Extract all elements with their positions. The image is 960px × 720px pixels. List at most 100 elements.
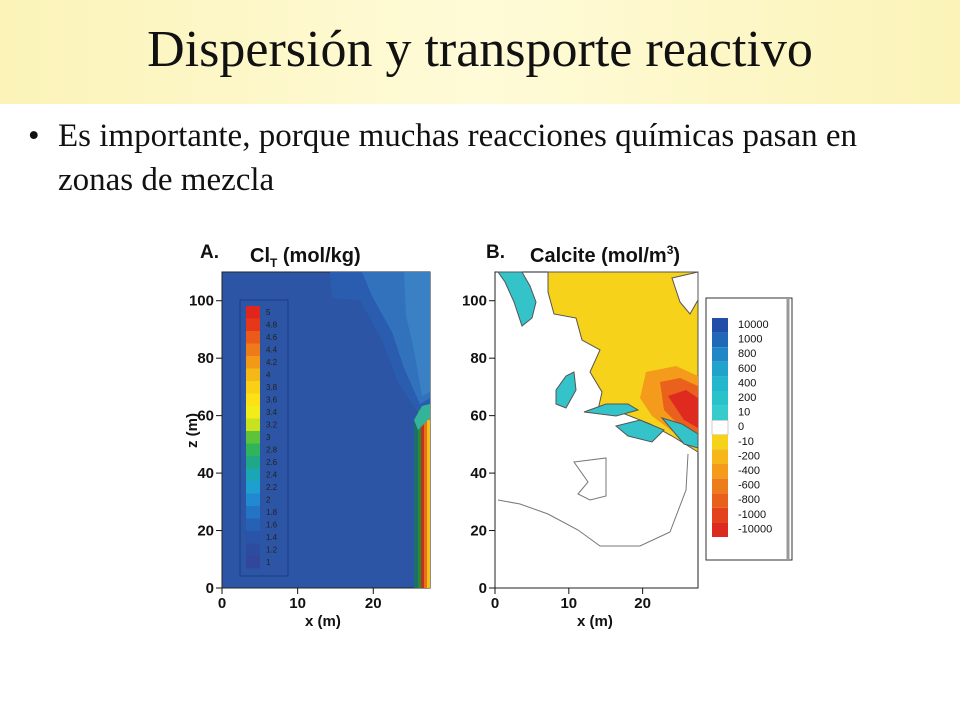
- panel-a-legend-label: 1.8: [266, 508, 278, 517]
- x-tick-label: 0: [491, 595, 499, 612]
- panel-b-legend-label: -600: [738, 480, 760, 492]
- panel-b-legend-label: -400: [738, 465, 760, 477]
- y-tick-label: 40: [470, 465, 487, 482]
- y-tick-label: 20: [470, 523, 487, 540]
- y-tick-label: 100: [462, 293, 487, 310]
- bullet-marker: •: [28, 118, 40, 154]
- panel-a-legend-label: 2.6: [266, 458, 278, 467]
- panel-b-legend-swatch: [711, 419, 729, 436]
- panel-b-axes: 0 20 40 60 80 100 0 10 20 x (m): [462, 293, 651, 630]
- panel-a-legend-label: 5: [266, 308, 271, 317]
- panel-b-legend-label: 400: [738, 377, 756, 389]
- panel-b-letter: B.: [486, 242, 505, 263]
- x-tick-label: 20: [365, 595, 382, 612]
- panel-b-legend-label: 200: [738, 392, 756, 404]
- panel-a-legend: 5 4.8 4.6 4.4 4.2 4 3.8 3.6 3.4 3.2 3 2.8 2.6 2.4 2.2 2…: [239, 299, 289, 577]
- panel-a-legend-swatch: [246, 331, 260, 344]
- panel-a-legend-swatch: [246, 368, 260, 381]
- panel-a-legend-swatch: [246, 343, 260, 356]
- panel-a-legend-label: 1.4: [266, 533, 278, 542]
- panel-a-legend-swatch: [246, 356, 260, 369]
- panel-a-legend-label: 3.2: [266, 421, 278, 430]
- y-tick-label: 60: [197, 408, 214, 425]
- panel-a-legend-swatch: [246, 556, 260, 569]
- panel-b-legend-swatch: [712, 318, 728, 333]
- panel-a-legend-swatch: [246, 393, 260, 406]
- panel-a-legend-label: 3.6: [266, 396, 278, 405]
- panel-b-legend-label: -200: [738, 450, 760, 462]
- panel-a-legend-label: 2.4: [266, 471, 278, 480]
- panel-b-legend-swatch: [712, 361, 728, 377]
- panel-b-legend-label: 0: [738, 421, 744, 433]
- panel-a-legend-label: 3.8: [266, 383, 278, 392]
- panel-a-legend-swatch: [246, 318, 260, 331]
- panel-a-legend-swatch: [246, 468, 260, 481]
- panel-a-legend-swatch: [246, 518, 260, 531]
- y-tick-label: 0: [206, 580, 214, 597]
- panel-a-legend-label: 4.2: [266, 358, 278, 367]
- panel-a-legend-label: 1.2: [266, 546, 278, 555]
- y-tick-label: 20: [197, 523, 214, 540]
- panel-b-legend-label: 10000: [738, 319, 769, 331]
- panel-a-legend-label: 4.4: [266, 346, 278, 355]
- panel-b-xlabel: x (m): [577, 613, 613, 630]
- panel-b-legend-label: -10: [738, 436, 754, 448]
- panel-a-letter: A.: [200, 242, 219, 263]
- panel-b-legend-swatch: [712, 332, 728, 348]
- panel-a-ylabel: z (m): [184, 413, 201, 448]
- y-tick-label: 80: [470, 350, 487, 367]
- panel-a-legend-swatch: [246, 418, 260, 431]
- panel-b-legend-swatch: [712, 347, 728, 362]
- panel-b-legend-swatch: [712, 493, 728, 508]
- y-tick-label: 80: [197, 350, 214, 367]
- y-tick-label: 40: [197, 465, 214, 482]
- panel-b-legend-label: 600: [738, 363, 756, 375]
- title-bar: [0, 0, 960, 104]
- x-tick-label: 0: [218, 595, 226, 612]
- x-tick-label: 20: [634, 595, 651, 612]
- panel-a-legend-label: 2.8: [266, 446, 278, 455]
- panel-b-legend: 10000 1000 800 600 400 200 10 0 -10 -200 -400 -600 -…: [705, 297, 793, 561]
- panel-a-legend-label: 3.4: [266, 408, 278, 417]
- panel-a-legend-label: 1: [266, 558, 271, 567]
- panel-a-legend-swatch: [246, 531, 260, 544]
- panel-a-legend-label: 3: [266, 433, 271, 442]
- panel-a-xlabel: x (m): [305, 613, 341, 630]
- panel-a-legend-label: 4.6: [266, 333, 278, 342]
- panel-b-title: Calcite (mol/m3): [530, 243, 680, 267]
- panel-a-legend-swatch: [246, 481, 260, 494]
- panel-b-legend-swatch: [712, 405, 728, 421]
- panel-a-legend-swatch: [246, 406, 260, 419]
- panel-a-legend-swatch: [246, 506, 260, 519]
- panel-a-legend-label: 4.8: [266, 321, 278, 330]
- panel-a-legend-label: 2: [266, 496, 271, 505]
- panel-a-legend-swatch: [246, 493, 260, 506]
- y-tick-label: 60: [470, 408, 487, 425]
- panel-a-legend-swatch: [246, 306, 260, 319]
- panel-b-contour: [494, 271, 699, 589]
- panel-b-legend-swatch: [712, 478, 728, 494]
- slide-title: Dispersión y transporte reactivo: [147, 21, 813, 78]
- panel-b-legend-swatch: [712, 507, 728, 523]
- panel-b-legend-swatch: [712, 449, 728, 464]
- panel-a-legend-swatch: [246, 381, 260, 394]
- panel-a-axes: 0 20 40 60 80 100 0 10 20 z (m) x (m): [184, 293, 382, 630]
- panel-b-legend-label: 1000: [738, 334, 762, 346]
- panel-a-title: ClT (mol/kg): [250, 245, 361, 270]
- panel-a-legend-swatch: [246, 443, 260, 456]
- panel-b-legend-swatch: [712, 434, 728, 450]
- panel-b-legend-swatch: [712, 522, 728, 537]
- panel-a-legend-label: 1.6: [266, 521, 278, 530]
- y-tick-label: 100: [189, 293, 214, 310]
- panel-b-legend-swatch: [712, 391, 728, 406]
- panel-a-legend-swatch: [246, 431, 260, 444]
- x-tick-label: 10: [289, 595, 306, 612]
- bullet-text: Es importante, porque muchas reacciones …: [58, 118, 858, 198]
- panel-b-legend-swatch: [712, 464, 728, 479]
- panel-a-legend-label: 2.2: [266, 483, 278, 492]
- panel-a-legend-swatch: [246, 456, 260, 469]
- panel-b-legend-label: -1000: [738, 509, 766, 521]
- panel-b-legend-swatch: [712, 376, 728, 391]
- panel-a-legend-label: 4: [266, 371, 271, 380]
